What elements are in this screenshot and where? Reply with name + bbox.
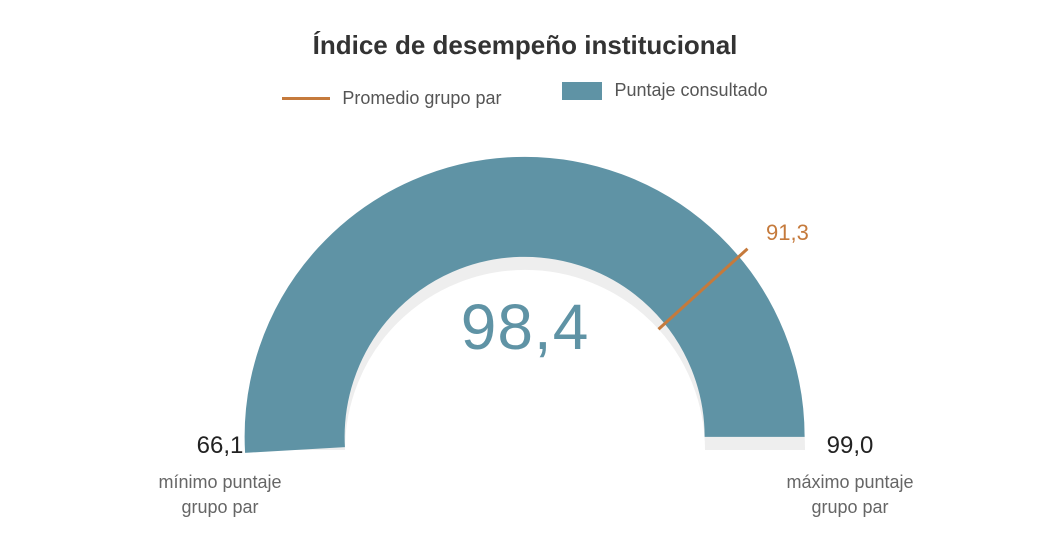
- gauge-chart-root: { "chart": { "type": "gauge", "title": "…: [0, 0, 1050, 551]
- legend-item-score: Puntaje consultado: [562, 80, 767, 101]
- legend-swatch-line: [282, 97, 330, 100]
- min-value: 66,1: [130, 430, 310, 462]
- legend-label-score: Puntaje consultado: [614, 80, 767, 101]
- max-end-label: 99,0 máximo puntaje grupo par: [760, 430, 940, 519]
- avg-marker-label: 91,3: [766, 220, 809, 246]
- legend-swatch-box: [562, 82, 602, 100]
- legend: Promedio grupo par Puntaje consultado: [0, 80, 1050, 109]
- max-value: 99,0: [760, 430, 940, 462]
- min-caption-1: mínimo puntaje: [130, 470, 310, 494]
- legend-label-avg: Promedio grupo par: [342, 88, 501, 109]
- max-caption-2: grupo par: [760, 495, 940, 519]
- min-end-label: 66,1 mínimo puntaje grupo par: [130, 430, 310, 519]
- chart-title: Índice de desempeño institucional: [0, 30, 1050, 61]
- score-value: 98,4: [0, 290, 1050, 364]
- max-caption-1: máximo puntaje: [760, 470, 940, 494]
- min-caption-2: grupo par: [130, 495, 310, 519]
- legend-item-avg: Promedio grupo par: [282, 88, 501, 109]
